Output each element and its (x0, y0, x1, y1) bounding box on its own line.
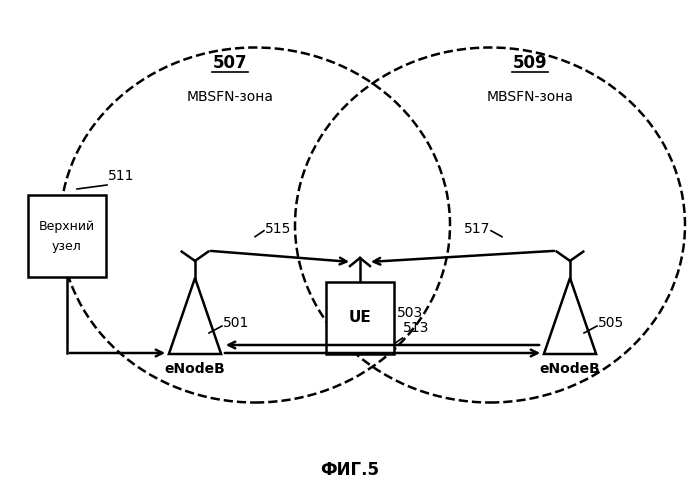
Bar (326, 282, 394, 354)
Bar (28, 195, 106, 277)
Text: 505: 505 (598, 316, 624, 330)
Text: 507: 507 (212, 54, 247, 72)
Text: Верхний: Верхний (39, 219, 95, 233)
Text: ФИГ.5: ФИГ.5 (321, 461, 380, 479)
Text: 511: 511 (108, 169, 134, 183)
Text: 503: 503 (397, 306, 424, 320)
Text: 513: 513 (403, 321, 429, 335)
Text: узел: узел (52, 240, 82, 252)
Text: MBSFN-зона: MBSFN-зона (487, 90, 573, 104)
Text: UE: UE (349, 310, 371, 326)
Text: MBSFN-зона: MBSFN-зона (187, 90, 273, 104)
Text: eNodeB: eNodeB (540, 362, 600, 376)
Text: eNodeB: eNodeB (165, 362, 225, 376)
Text: 501: 501 (223, 316, 250, 330)
Text: 517: 517 (463, 222, 490, 236)
Text: 515: 515 (265, 222, 291, 236)
Text: 509: 509 (512, 54, 547, 72)
